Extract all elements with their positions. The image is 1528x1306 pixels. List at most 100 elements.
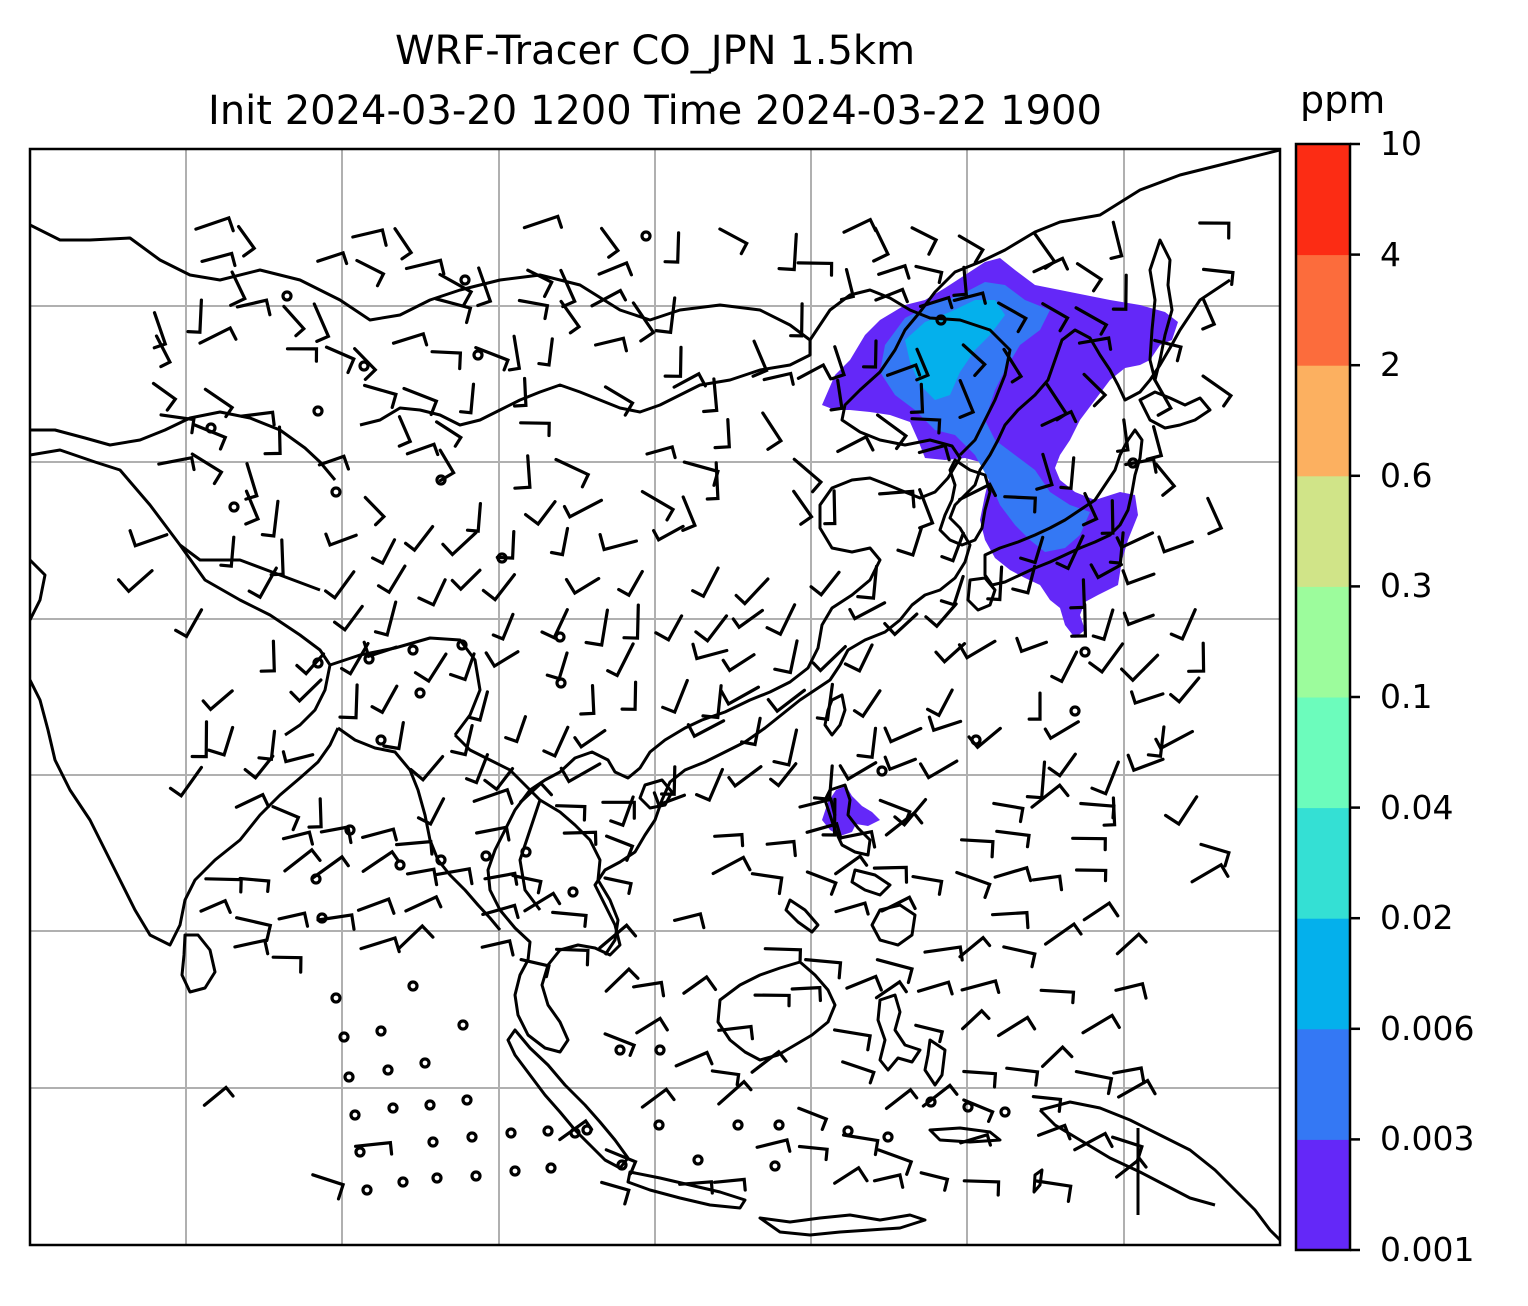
wind-barb <box>711 855 752 876</box>
wind-barb <box>598 923 638 950</box>
wind-barb <box>958 935 992 959</box>
wind-barb <box>713 418 731 450</box>
wind-barb <box>862 339 878 369</box>
wind-barb <box>468 690 489 723</box>
wind-barb <box>911 875 944 896</box>
map-title-line2: Init 2024-03-20 1200 Time 2024-03-22 190… <box>208 88 1102 134</box>
wind-barb <box>483 871 519 886</box>
coastline-korea <box>938 458 992 547</box>
wind-barb <box>606 642 635 678</box>
wind-barb <box>1201 374 1234 408</box>
wind-barb <box>1044 921 1083 946</box>
wind-barb <box>573 729 607 750</box>
wind-barb <box>1115 1156 1148 1179</box>
wind-barb <box>727 765 763 789</box>
wind-barb <box>450 568 482 592</box>
wind-barb <box>663 345 683 378</box>
wind-barb <box>805 821 843 840</box>
wind-barb <box>542 725 570 759</box>
wind-barb <box>836 434 875 453</box>
wind-barb <box>526 268 554 298</box>
wind-barb <box>393 227 414 261</box>
wind-barb <box>199 898 232 914</box>
calm-wind-marker <box>567 886 579 898</box>
wind-barb <box>601 800 636 820</box>
wind-barb <box>1109 220 1124 260</box>
wind-barb <box>476 266 493 308</box>
wind-barb <box>719 685 760 707</box>
wind-barb <box>940 531 965 563</box>
wind-barb <box>842 217 878 234</box>
wind-barb <box>1005 1066 1040 1087</box>
wind-barb <box>848 601 887 621</box>
wind-barb <box>600 226 621 259</box>
colorbar-tick-label: 2 <box>1380 345 1401 385</box>
wind-barb <box>918 295 954 310</box>
wind-barb <box>235 916 273 943</box>
wind-barb <box>1115 931 1148 956</box>
wind-barb <box>555 804 587 822</box>
wind-barb <box>833 1165 869 1185</box>
wind-barb <box>830 345 847 381</box>
wind-barb <box>962 1069 998 1089</box>
wind-barb <box>804 958 843 980</box>
wind-barb <box>856 726 878 759</box>
wind-barb <box>1088 642 1125 675</box>
wind-barb <box>957 234 985 265</box>
wind-barb <box>316 913 356 931</box>
wind-barb <box>1089 563 1123 580</box>
wind-barb <box>355 258 386 288</box>
calm-wind-marker <box>382 1064 394 1076</box>
calm-wind-marker <box>542 1125 554 1137</box>
wind-barb <box>1126 753 1165 773</box>
wind-barb <box>797 1106 829 1131</box>
calm-wind-marker <box>338 1031 350 1043</box>
wind-barb <box>682 460 720 487</box>
wind-barb <box>792 457 824 494</box>
wind-barb <box>235 298 272 317</box>
wind-barb <box>959 1132 992 1147</box>
colorbar-segment-3 <box>1296 807 1350 919</box>
wind-barb <box>1154 462 1177 497</box>
wind-barb <box>909 382 925 414</box>
wind-barb <box>204 877 243 894</box>
wind-barb <box>405 867 439 887</box>
wind-barb <box>883 612 919 637</box>
wind-barb <box>731 608 764 630</box>
wind-barb <box>1112 1066 1146 1085</box>
wind-barb <box>957 639 997 660</box>
wind-barb <box>1050 650 1079 684</box>
wind-barb <box>564 576 601 596</box>
wind-barb <box>872 1172 905 1189</box>
wind-barb <box>159 413 196 435</box>
wind-barb <box>409 755 445 783</box>
wind-barb <box>354 1140 394 1156</box>
wind-barb <box>117 569 154 594</box>
wind-barb <box>523 891 562 913</box>
wind-barb <box>524 500 557 527</box>
calm-wind-marker <box>614 1044 626 1056</box>
wind-barb <box>1003 495 1037 514</box>
wind-barb <box>483 767 515 792</box>
calm-wind-marker <box>456 639 468 651</box>
wind-barb <box>883 755 917 772</box>
coastline-visayas <box>850 868 892 897</box>
wind-barb <box>207 725 235 757</box>
calm-wind-marker <box>692 1154 704 1166</box>
wind-barb <box>202 1085 235 1107</box>
wind-barb <box>1111 1135 1144 1162</box>
wind-barb <box>1041 1044 1074 1068</box>
co-plume-northeast-core <box>905 300 1005 400</box>
wind-barb <box>1082 372 1108 408</box>
wind-barb <box>404 258 446 276</box>
wind-barb <box>190 452 224 486</box>
wind-barb <box>620 680 638 711</box>
wind-barb <box>311 1173 346 1201</box>
wind-barb <box>789 302 804 338</box>
wind-barb <box>1100 499 1115 535</box>
wind-barb <box>1079 801 1116 820</box>
wind-barb <box>845 974 883 992</box>
calm-wind-marker <box>407 980 419 992</box>
wind-barb <box>765 839 797 858</box>
